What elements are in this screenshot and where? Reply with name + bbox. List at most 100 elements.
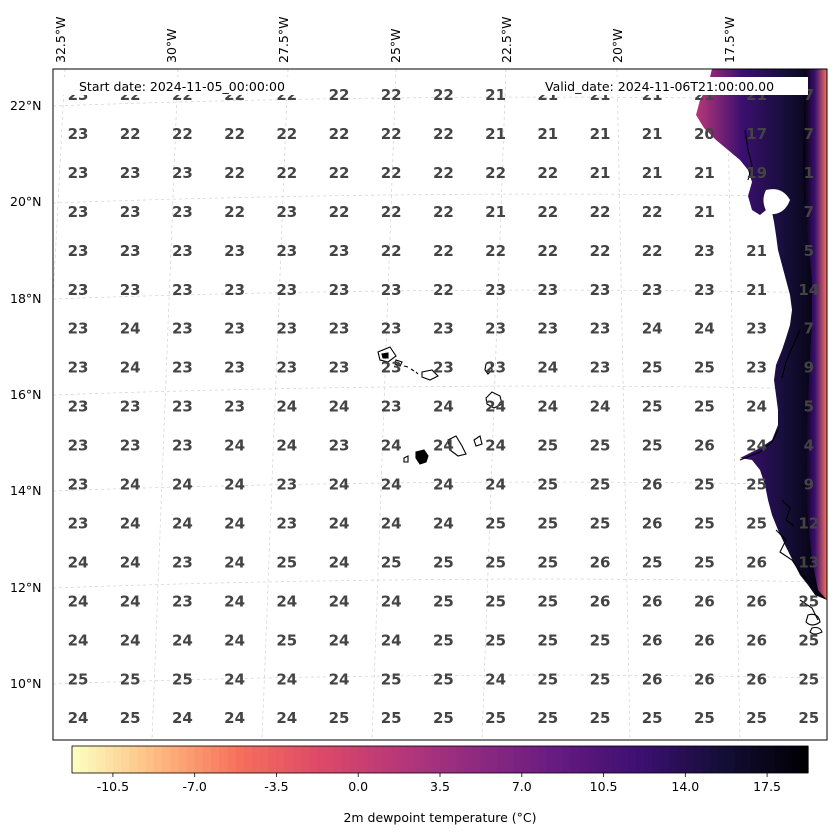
dewpoint-value: 25 bbox=[746, 515, 767, 533]
dewpoint-value: 26 bbox=[746, 553, 767, 571]
dewpoint-value: 24 bbox=[224, 709, 245, 727]
dewpoint-value: 22 bbox=[433, 203, 454, 221]
dewpoint-value: 23 bbox=[537, 281, 558, 299]
colorbar-cell bbox=[701, 746, 711, 773]
dewpoint-value: 24 bbox=[485, 437, 506, 455]
colorbar-cell bbox=[644, 746, 654, 773]
dewpoint-value: 24 bbox=[172, 476, 193, 494]
colorbar-cell bbox=[341, 746, 351, 773]
colorbar-cell bbox=[235, 746, 245, 773]
colorbar-cell bbox=[611, 746, 621, 773]
dewpoint-value: 24 bbox=[120, 515, 141, 533]
lat-label-16n: 16°N bbox=[10, 387, 42, 402]
dewpoint-value: 24 bbox=[172, 709, 193, 727]
colorbar-cell bbox=[350, 746, 359, 773]
dewpoint-value: 24 bbox=[276, 437, 297, 455]
dewpoint-value: 25 bbox=[642, 553, 663, 571]
dewpoint-value: 25 bbox=[381, 553, 402, 571]
dewpoint-value: 21 bbox=[746, 242, 767, 260]
dewpoint-value: 22 bbox=[381, 242, 402, 260]
dewpoint-value: 25 bbox=[433, 631, 454, 649]
dewpoint-value: 23 bbox=[381, 281, 402, 299]
dewpoint-value: 22 bbox=[537, 242, 558, 260]
dewpoint-value: 23 bbox=[276, 320, 297, 338]
colorbar-cell bbox=[399, 746, 408, 773]
colorbar-tick-label: 3.5 bbox=[430, 779, 450, 794]
colorbar-cell bbox=[325, 746, 335, 773]
dewpoint-value: 26 bbox=[746, 631, 767, 649]
dewpoint-value: 25 bbox=[590, 515, 611, 533]
dewpoint-value: 25 bbox=[590, 437, 611, 455]
dewpoint-value: 25 bbox=[798, 670, 819, 688]
colorbar-cell bbox=[268, 746, 278, 773]
dewpoint-value: 25 bbox=[68, 670, 89, 688]
colorbar-cell bbox=[317, 746, 327, 773]
colorbar-cell bbox=[480, 746, 490, 773]
colorbar-cell bbox=[677, 746, 686, 773]
dewpoint-value: 23 bbox=[329, 242, 350, 260]
dewpoint-value: 24 bbox=[433, 515, 454, 533]
dewpoint-value: 23 bbox=[746, 320, 767, 338]
colorbar-cell bbox=[668, 746, 678, 773]
dewpoint-value: 9 bbox=[804, 359, 814, 377]
dewpoint-value: 25 bbox=[120, 670, 141, 688]
dewpoint-value: 25 bbox=[590, 476, 611, 494]
colorbar-tick-label: -10.5 bbox=[97, 779, 129, 794]
dewpoint-value: 22 bbox=[329, 203, 350, 221]
colorbar-cell bbox=[513, 746, 523, 773]
dewpoint-value: 23 bbox=[329, 359, 350, 377]
dewpoint-value: 24 bbox=[537, 398, 558, 416]
dewpoint-value: 24 bbox=[224, 631, 245, 649]
lon-label-22-5w: 22.5°W bbox=[499, 17, 514, 63]
dewpoint-value: 23 bbox=[433, 359, 454, 377]
colorbar-cell bbox=[137, 746, 147, 773]
colorbar-cell bbox=[570, 746, 580, 773]
lat-label-20n: 20°N bbox=[10, 194, 42, 209]
dewpoint-value: 25 bbox=[537, 476, 558, 494]
colorbar-cell bbox=[104, 746, 114, 773]
dewpoint-value: 25 bbox=[798, 709, 819, 727]
colorbar-cell bbox=[464, 746, 474, 773]
lat-label-14n: 14°N bbox=[10, 483, 42, 498]
colorbar-cell bbox=[546, 746, 556, 773]
dewpoint-value: 21 bbox=[590, 125, 611, 143]
dewpoint-value: 25 bbox=[485, 631, 506, 649]
dewpoint-value: 25 bbox=[276, 631, 297, 649]
colorbar-cell bbox=[227, 746, 237, 773]
dewpoint-value: 23 bbox=[120, 398, 141, 416]
dewpoint-value: 21 bbox=[485, 86, 506, 104]
dewpoint-value: 22 bbox=[224, 164, 245, 182]
dewpoint-value: 23 bbox=[224, 320, 245, 338]
colorbar-cell bbox=[603, 746, 613, 773]
lat-label-12n: 12°N bbox=[10, 580, 42, 595]
lon-label-27-5w: 27.5°W bbox=[276, 17, 291, 63]
colorbar-cell bbox=[129, 746, 139, 773]
dewpoint-value: 24 bbox=[172, 631, 193, 649]
dewpoint-value: 26 bbox=[746, 592, 767, 610]
colorbar-cell bbox=[562, 746, 572, 773]
dewpoint-value: 25 bbox=[120, 709, 141, 727]
colorbar-tick-label: 14.0 bbox=[671, 779, 699, 794]
dewpoint-value: 25 bbox=[485, 592, 506, 610]
colorbar-cell bbox=[161, 746, 171, 773]
colorbar-cell bbox=[112, 746, 122, 773]
dewpoint-value: 25 bbox=[642, 398, 663, 416]
dewpoint-value: 26 bbox=[694, 631, 715, 649]
colorbar-cell bbox=[382, 746, 392, 773]
dewpoint-value: 24 bbox=[120, 476, 141, 494]
colorbar-cell bbox=[448, 746, 457, 773]
dewpoint-value: 25 bbox=[694, 553, 715, 571]
colorbar-cell bbox=[758, 746, 768, 773]
dewpoint-value: 22 bbox=[381, 125, 402, 143]
dewpoint-value: 24 bbox=[590, 398, 611, 416]
colorbar-cell bbox=[440, 746, 449, 773]
dewpoint-value: 23 bbox=[485, 359, 506, 377]
dewpoint-value: 24 bbox=[381, 515, 402, 533]
dewpoint-value: 24 bbox=[329, 476, 350, 494]
dewpoint-value: 22 bbox=[172, 125, 193, 143]
dewpoint-value: 24 bbox=[276, 709, 297, 727]
colorbar-tick-label: 7.0 bbox=[512, 779, 532, 794]
dewpoint-value: 23 bbox=[172, 359, 193, 377]
dewpoint-value: 21 bbox=[485, 125, 506, 143]
dewpoint-value: 22 bbox=[433, 86, 454, 104]
